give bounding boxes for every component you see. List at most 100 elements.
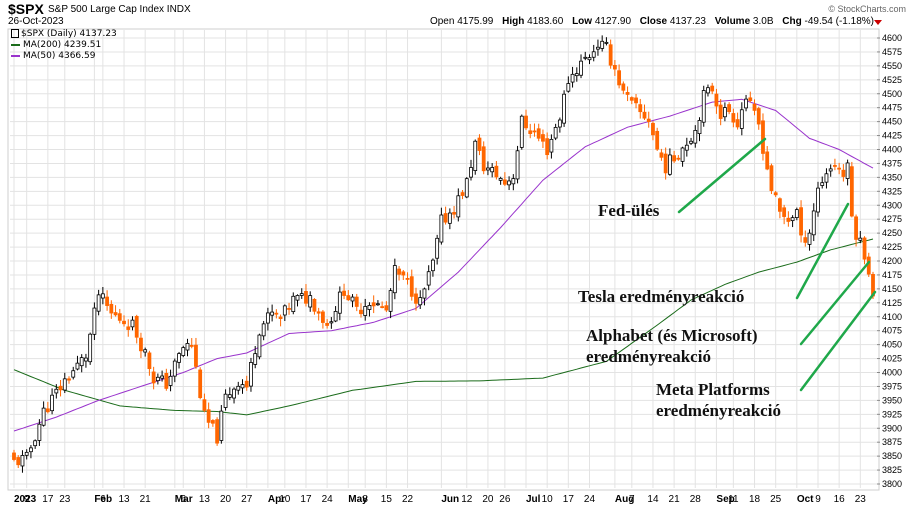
legend-ma50: MA(50) 4366.59 bbox=[11, 51, 95, 61]
candle-body bbox=[689, 140, 693, 144]
candle-body bbox=[667, 154, 672, 175]
candle-body bbox=[130, 319, 135, 328]
candle-body bbox=[172, 360, 177, 377]
candle-body bbox=[12, 452, 16, 460]
candle-body bbox=[629, 97, 634, 101]
x-tick-label: 28 bbox=[690, 494, 702, 505]
candle-body bbox=[249, 362, 253, 387]
candle-body bbox=[232, 388, 236, 399]
candle-body bbox=[849, 166, 854, 217]
candle-body bbox=[748, 97, 753, 101]
candle-body bbox=[549, 138, 554, 153]
candle-body bbox=[761, 120, 765, 154]
candle-body bbox=[113, 312, 118, 316]
candle-body bbox=[75, 362, 80, 370]
candle-body bbox=[122, 320, 126, 325]
candle-body bbox=[295, 295, 300, 301]
legend-ma50-text: MA(50) 4366.59 bbox=[23, 51, 96, 61]
candle-body bbox=[397, 268, 401, 275]
x-tick-label: May bbox=[348, 494, 368, 505]
x-tick-label: 23 bbox=[59, 494, 71, 505]
y-tick-label: 3900 bbox=[882, 423, 902, 433]
candle-body bbox=[143, 349, 148, 353]
x-tick-label: 18 bbox=[749, 494, 761, 505]
meta-arrow bbox=[799, 290, 877, 392]
legend-price: $SPX (Daily) 4137.23 bbox=[11, 29, 117, 39]
candle-body bbox=[189, 345, 194, 347]
candle-body bbox=[769, 165, 774, 191]
y-tick-label: 3850 bbox=[882, 451, 902, 461]
candle-body bbox=[274, 312, 279, 315]
candle-body bbox=[282, 305, 287, 316]
candle-body bbox=[147, 352, 152, 370]
candle-body bbox=[524, 115, 528, 129]
candle-body bbox=[219, 410, 224, 441]
candle-body bbox=[498, 177, 503, 181]
candle-body bbox=[600, 40, 605, 49]
candle-body bbox=[803, 237, 808, 243]
candle-body bbox=[100, 293, 105, 299]
candle-body bbox=[532, 130, 537, 133]
candle-body bbox=[134, 315, 139, 338]
candle-body bbox=[291, 295, 296, 313]
candle-body bbox=[566, 83, 571, 92]
x-tick-label: 17 bbox=[563, 494, 575, 505]
candle-body bbox=[854, 216, 858, 240]
candle-body bbox=[816, 187, 820, 213]
x-tick-label: 17 bbox=[42, 494, 54, 505]
candle-body bbox=[409, 276, 414, 297]
candle-body bbox=[684, 144, 689, 151]
x-tick-label: 9 bbox=[24, 494, 30, 505]
candle-body bbox=[422, 288, 427, 299]
candle-body bbox=[486, 167, 490, 171]
candle-body bbox=[545, 138, 550, 156]
y-tick-label: 4200 bbox=[882, 256, 902, 266]
low-label: Low bbox=[572, 16, 593, 27]
x-tick-label: 15 bbox=[381, 494, 393, 505]
candle-body bbox=[401, 271, 406, 276]
candle-body bbox=[151, 371, 156, 384]
alphabet-arrow bbox=[799, 260, 871, 346]
y-tick-label: 3950 bbox=[882, 395, 902, 405]
close-value: 4137.23 bbox=[669, 16, 706, 27]
candle-body bbox=[29, 447, 33, 453]
candle-body bbox=[41, 407, 46, 426]
x-tick-label: 13 bbox=[118, 494, 130, 505]
candle-body bbox=[210, 420, 215, 424]
candle-body bbox=[460, 192, 465, 196]
y-tick-label: 4600 bbox=[882, 33, 902, 43]
ma50-swatch bbox=[11, 54, 20, 57]
candle-body bbox=[329, 321, 334, 324]
candle-body bbox=[604, 41, 609, 44]
x-tick-label: 10 bbox=[542, 494, 554, 505]
candle-body bbox=[236, 385, 241, 391]
candle-body bbox=[553, 127, 558, 139]
candle-body bbox=[541, 134, 545, 142]
x-tick-label: 20 bbox=[220, 494, 232, 505]
x-tick-label: 26 bbox=[499, 494, 511, 505]
candle-body bbox=[591, 51, 596, 58]
candle-body bbox=[261, 323, 266, 337]
candle-body bbox=[164, 372, 169, 389]
x-tick-label: 20 bbox=[482, 494, 494, 505]
ticker-symbol: $SPX bbox=[8, 1, 44, 17]
x-tick-label: 9 bbox=[815, 494, 821, 505]
candle-body bbox=[756, 108, 761, 125]
candle-body bbox=[562, 93, 566, 124]
candle-body bbox=[388, 290, 393, 312]
candle-body bbox=[608, 44, 613, 66]
candle-body bbox=[494, 165, 499, 178]
candle-body bbox=[651, 122, 655, 136]
candle-body bbox=[367, 305, 372, 310]
x-tick-label: Sep bbox=[716, 494, 734, 505]
x-tick-label: 7 bbox=[629, 494, 635, 505]
open-label: Open bbox=[429, 16, 455, 27]
candle-body bbox=[655, 130, 660, 150]
x-tick-label: 22 bbox=[402, 494, 414, 505]
x-tick-label: 10 bbox=[279, 494, 291, 505]
candle-body bbox=[722, 107, 727, 118]
candle-body bbox=[773, 192, 778, 196]
candle-body bbox=[227, 394, 232, 398]
candle-body bbox=[240, 384, 245, 389]
x-tick-label: Apr bbox=[268, 494, 285, 505]
